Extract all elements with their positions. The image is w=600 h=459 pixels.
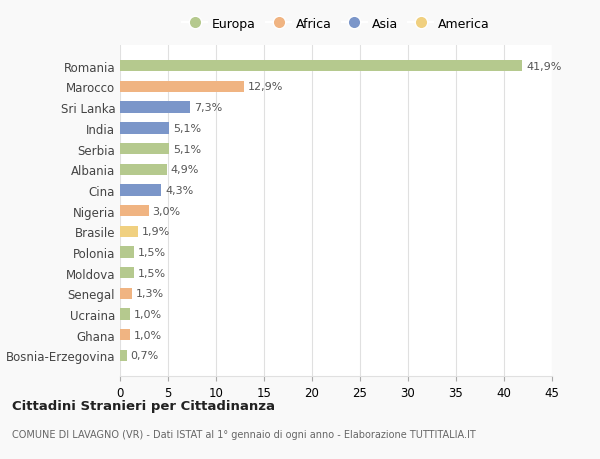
Text: COMUNE DI LAVAGNO (VR) - Dati ISTAT al 1° gennaio di ogni anno - Elaborazione TU: COMUNE DI LAVAGNO (VR) - Dati ISTAT al 1… [12,429,476,439]
Bar [120,350,127,361]
Bar [120,330,130,341]
Bar [120,123,169,134]
Text: 1,5%: 1,5% [138,268,166,278]
Bar [120,82,244,93]
Bar [120,206,149,217]
Bar [120,185,161,196]
Bar [120,309,130,320]
Bar [120,164,167,175]
Bar [120,268,134,279]
Text: 1,9%: 1,9% [142,227,170,237]
Text: 4,9%: 4,9% [171,165,199,175]
Text: 1,0%: 1,0% [133,330,161,340]
Text: 41,9%: 41,9% [526,62,562,72]
Bar [120,102,190,113]
Bar [120,226,138,237]
Text: 0,7%: 0,7% [131,351,159,361]
Bar [120,288,133,299]
Text: 5,1%: 5,1% [173,123,201,134]
Text: 12,9%: 12,9% [248,82,283,92]
Bar [120,61,522,72]
Text: 1,0%: 1,0% [133,309,161,319]
Bar [120,247,134,258]
Text: 1,5%: 1,5% [138,247,166,257]
Bar [120,144,169,155]
Text: 1,3%: 1,3% [136,289,164,299]
Text: 4,3%: 4,3% [165,185,193,196]
Text: 3,0%: 3,0% [152,206,181,216]
Text: 5,1%: 5,1% [173,144,201,154]
Text: 7,3%: 7,3% [194,103,222,113]
Legend: Europa, Africa, Asia, America: Europa, Africa, Asia, America [177,12,495,35]
Text: Cittadini Stranieri per Cittadinanza: Cittadini Stranieri per Cittadinanza [12,399,275,412]
